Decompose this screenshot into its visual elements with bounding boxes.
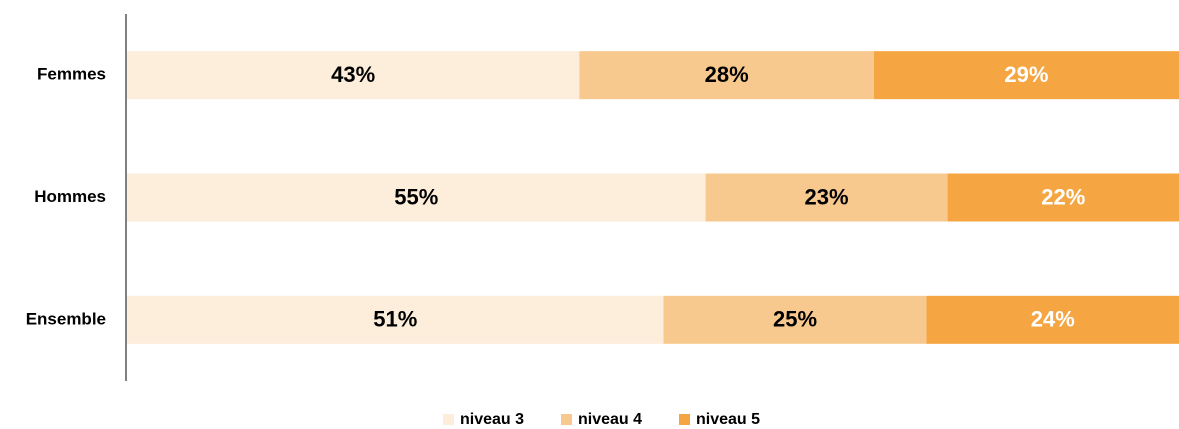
bar-segment xyxy=(127,295,664,344)
data-label: 29% xyxy=(1004,62,1048,87)
bar-segment xyxy=(127,51,580,100)
bar-segment xyxy=(663,295,927,344)
data-label: 55% xyxy=(394,184,438,209)
data-label: 25% xyxy=(773,307,817,332)
data-label: 22% xyxy=(1041,184,1085,209)
data-label: 28% xyxy=(705,62,749,87)
legend-label: niveau 4 xyxy=(578,411,642,428)
legend-swatch xyxy=(561,414,572,425)
y-tick-label: Hommes xyxy=(34,187,106,206)
legend-label: niveau 5 xyxy=(696,411,760,428)
bar-segment xyxy=(947,173,1179,222)
bar-segment xyxy=(873,51,1179,100)
bar-segment xyxy=(127,173,706,222)
data-label: 43% xyxy=(331,62,375,87)
legend-swatch xyxy=(679,414,690,425)
data-label: 24% xyxy=(1031,307,1075,332)
bar-segment xyxy=(705,173,948,222)
data-label: 51% xyxy=(373,307,417,332)
legend-swatch xyxy=(443,414,454,425)
y-tick-label: Ensemble xyxy=(26,309,106,328)
bar-segment xyxy=(579,51,874,100)
y-tick-label: Femmes xyxy=(37,65,106,84)
data-label: 23% xyxy=(805,184,849,209)
bar-segment xyxy=(926,295,1179,344)
legend-label: niveau 3 xyxy=(460,411,524,428)
